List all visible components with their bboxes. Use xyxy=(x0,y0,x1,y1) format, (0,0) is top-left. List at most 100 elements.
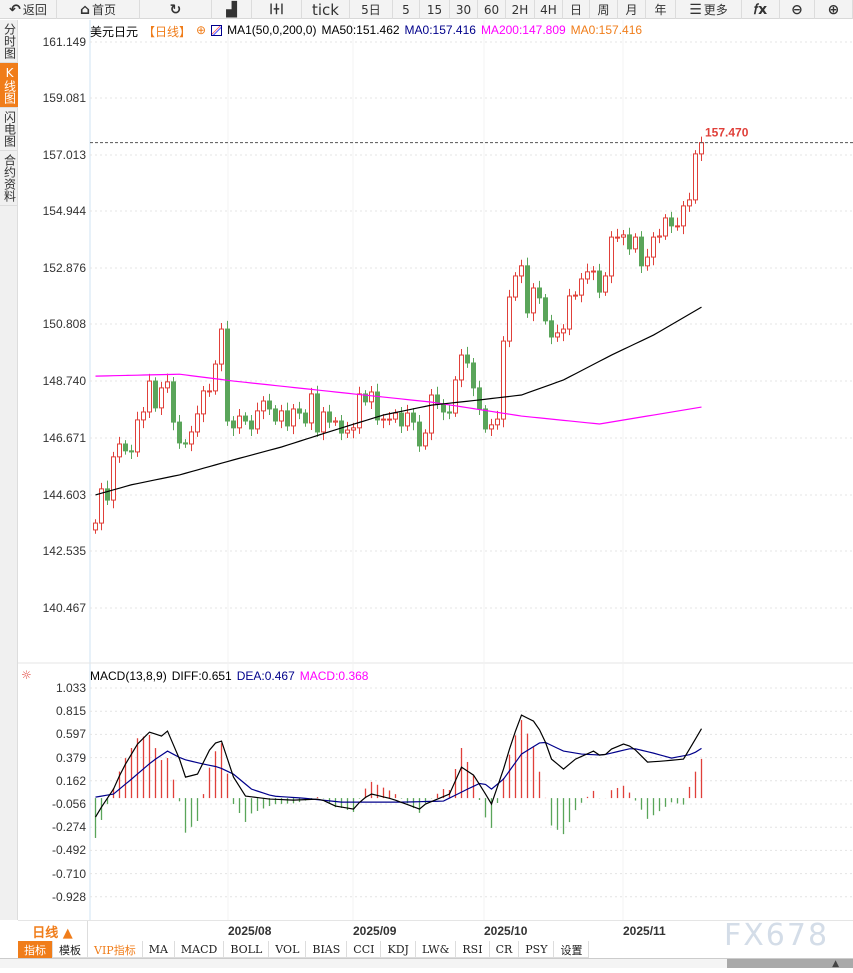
candle-up xyxy=(237,415,242,429)
menu-icon: ☰ xyxy=(689,1,702,18)
toolbar-button-zoom-out[interactable]: ⊖ xyxy=(780,0,815,19)
indicator-chart-icon[interactable] xyxy=(211,25,223,36)
candle-up xyxy=(321,411,326,433)
ma200-line xyxy=(95,373,702,425)
macd-axis-label: 0.162 xyxy=(55,773,86,788)
candle-down xyxy=(549,320,554,338)
indicator-tab[interactable]: 模板 xyxy=(53,941,88,958)
candle-up xyxy=(99,488,104,524)
chart-bars-icon: ▟ xyxy=(226,1,237,18)
toolbar-label: 2H xyxy=(511,2,529,17)
toolbar-button-tick[interactable]: tick xyxy=(302,0,350,19)
toolbar-button-fx[interactable]: 𝑓x xyxy=(742,0,780,19)
indicator-tab[interactable]: CR xyxy=(490,941,520,958)
toolbar-button-更多[interactable]: ☰ 更多 xyxy=(676,0,742,19)
toolbar-button-年[interactable]: 年 xyxy=(646,0,676,19)
period-selector[interactable]: 日线 ▲ xyxy=(18,921,88,942)
candle-down xyxy=(285,410,290,427)
toolbar-label: 月 xyxy=(625,3,638,17)
candle-up xyxy=(699,142,704,155)
toolbar-button-首页[interactable]: ⌂ 首页 xyxy=(57,0,140,19)
toolbar-button-chart-bars[interactable]: ▟ xyxy=(212,0,252,19)
candle-up xyxy=(567,295,572,330)
toolbar-button-refresh[interactable]: ↻ xyxy=(140,0,212,19)
indicator-tab[interactable]: BOLL xyxy=(224,941,270,958)
toolbar-button-60[interactable]: 60 xyxy=(478,0,506,19)
candle-down xyxy=(597,270,602,293)
candle-down xyxy=(267,400,272,410)
indicator-tab[interactable]: 指标 xyxy=(18,941,53,958)
macd-axis-label: 0.815 xyxy=(55,704,86,719)
candle-up xyxy=(255,410,260,430)
toolbar-button-15[interactable]: 15 xyxy=(420,0,450,19)
candle-down xyxy=(153,380,158,409)
toolbar-button-返回[interactable]: ↶ 返回 xyxy=(0,0,57,19)
indicator-tab[interactable]: MACD xyxy=(175,941,225,958)
candle-down xyxy=(483,408,488,430)
candle-up xyxy=(279,410,284,422)
candle-up xyxy=(147,380,152,413)
macd-value: MACD:0.368 xyxy=(299,669,369,683)
candlestick-icon: ┃╋┃ xyxy=(268,4,285,15)
candle-down xyxy=(525,265,530,314)
indicator-tab[interactable]: RSI xyxy=(456,941,490,958)
sidebar-tab-3[interactable]: 合约资料 xyxy=(0,151,18,206)
settings-circle-icon[interactable]: ⊕ xyxy=(196,23,207,37)
candle-up xyxy=(111,456,116,501)
candle-down xyxy=(171,381,176,423)
sun-settings-icon[interactable]: ☼ xyxy=(21,668,32,682)
candle-up xyxy=(165,381,170,389)
toolbar-button-30[interactable]: 30 xyxy=(450,0,478,19)
macd-axis-label: 1.033 xyxy=(55,681,86,695)
candle-up xyxy=(345,429,350,434)
toolbar-button-4H[interactable]: 4H xyxy=(535,0,563,19)
toolbar-button-5[interactable]: 5 xyxy=(393,0,420,19)
sidebar-tab-0[interactable]: 分时图 xyxy=(0,20,18,63)
toolbar-button-2H[interactable]: 2H xyxy=(506,0,535,19)
candle-up xyxy=(555,332,560,338)
indicator-tab[interactable]: MA xyxy=(143,941,175,958)
price-axis-label: 152.876 xyxy=(42,261,86,275)
toolbar-button-日[interactable]: 日 xyxy=(563,0,590,19)
indicator-tab[interactable]: 设置 xyxy=(554,941,590,958)
candle-up xyxy=(621,234,626,238)
candle-down xyxy=(129,450,134,453)
candle-down xyxy=(639,236,644,267)
candle-down xyxy=(243,415,248,422)
toolbar-button-周[interactable]: 周 xyxy=(590,0,618,19)
candle-up xyxy=(573,294,578,297)
candle-down xyxy=(447,411,452,414)
price-axis-label: 157.013 xyxy=(42,148,86,162)
diff-value: DIFF:0.651 xyxy=(171,669,232,683)
candle-down xyxy=(375,391,380,421)
candle-up xyxy=(159,387,164,409)
indicator-tab[interactable]: VOL xyxy=(269,941,307,958)
indicator-tab[interactable]: BIAS xyxy=(306,941,348,958)
refresh-icon: ↻ xyxy=(169,1,182,18)
indicator-tab[interactable]: VIP指标 xyxy=(88,941,143,958)
indicator-tab[interactable]: LW& xyxy=(416,941,457,958)
symbol-name: 美元日元 xyxy=(90,25,139,39)
sidebar-tab-2[interactable]: 闪电图 xyxy=(0,108,18,151)
candle-up xyxy=(357,393,362,429)
toolbar-button-月[interactable]: 月 xyxy=(618,0,646,19)
macd-legend: MACD(13,8,9) DIFF:0.651 DEA:0.467 MACD:0… xyxy=(90,669,368,683)
scroll-up-arrow-icon[interactable]: ▲ xyxy=(832,958,839,969)
indicator-tab[interactable]: KDJ xyxy=(381,941,416,958)
candle-up xyxy=(519,265,524,277)
toolbar-button-5日[interactable]: 5日 xyxy=(350,0,393,19)
chart-legend: 美元日元 【日线】 ⊕ MA1(50,0,200,0) MA50:151.462… xyxy=(90,23,642,40)
candle-up xyxy=(93,522,98,531)
horizontal-scrollbar[interactable]: ▲ xyxy=(0,958,853,969)
indicator-tab[interactable]: CCI xyxy=(347,941,382,958)
candle-up xyxy=(219,328,224,365)
date-label: 2025/08 xyxy=(228,924,272,938)
candle-up xyxy=(585,271,590,280)
scrollbar-thumb[interactable]: ▲ xyxy=(727,958,853,969)
indicator-tab[interactable]: PSY xyxy=(519,941,555,958)
candle-up xyxy=(117,443,122,458)
toolbar-button-candlestick[interactable]: ┃╋┃ xyxy=(252,0,302,19)
candle-up xyxy=(603,275,608,293)
sidebar-tab-1[interactable]: K线图 xyxy=(0,63,18,108)
